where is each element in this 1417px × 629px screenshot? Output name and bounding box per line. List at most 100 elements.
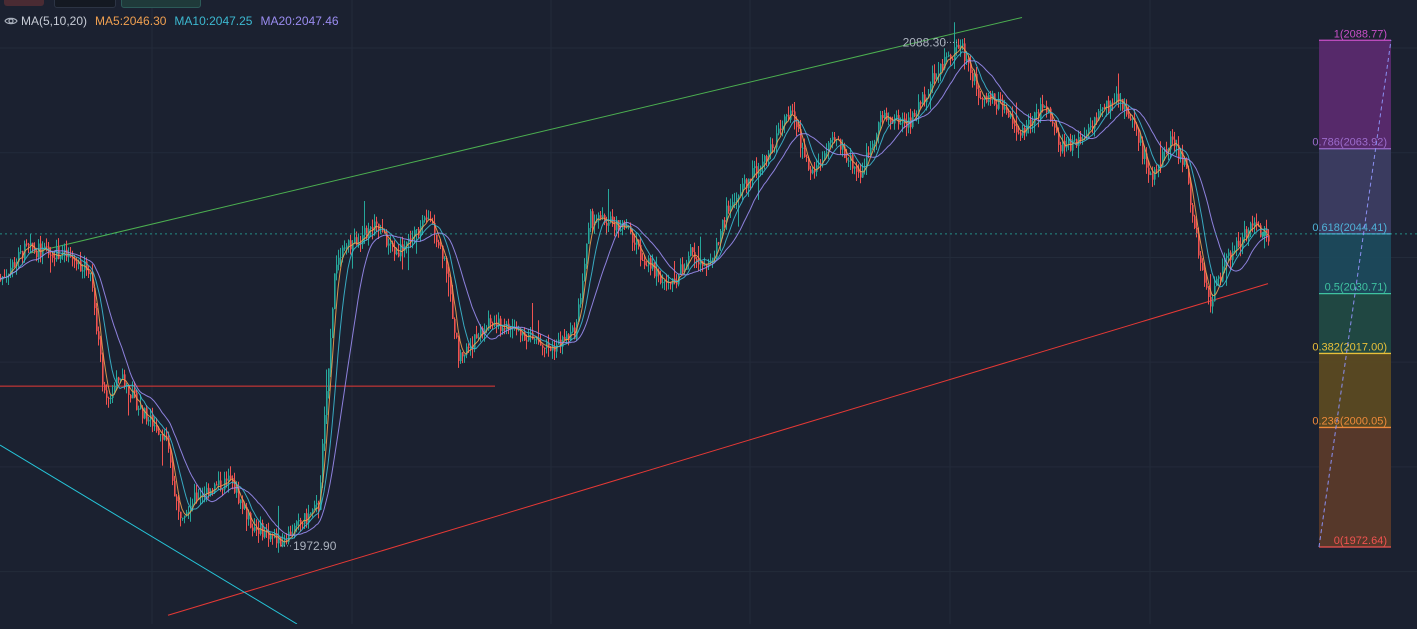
candle-body [1054, 123, 1056, 128]
candle-body [522, 332, 524, 336]
candle-body [250, 513, 252, 528]
candle-body [812, 170, 814, 174]
candle-body [342, 247, 344, 258]
candle-body [804, 147, 806, 157]
candle-body [354, 237, 356, 244]
channel-lower [167, 283, 1269, 616]
candle-body [374, 221, 376, 231]
candle-body [512, 328, 514, 330]
candle-body [22, 251, 24, 259]
candle-body [1190, 183, 1192, 205]
candle-body [962, 43, 964, 47]
fibonacci-retracement[interactable]: 1(2088.77) 0.786(2063.92) 0.618(2044.41) 0.… [1312, 28, 1392, 548]
candle-body [298, 520, 300, 522]
candle-body [86, 261, 88, 271]
candle-body [400, 244, 402, 257]
candle-body [892, 122, 894, 124]
candle-body [1236, 240, 1238, 251]
candle-body [762, 161, 764, 167]
candle-body [1252, 223, 1254, 226]
candle-body [376, 221, 378, 224]
candle-body [116, 377, 118, 386]
candle-body [280, 536, 282, 547]
candle-body [680, 264, 682, 275]
candle-body [228, 475, 230, 481]
candle-body [610, 216, 612, 223]
trend-drawings[interactable] [0, 16, 1269, 625]
fib-band-0.786 [1319, 148, 1391, 234]
candle-body [414, 229, 416, 237]
candle-body [758, 171, 760, 175]
candle-body [474, 334, 476, 350]
candle-body [178, 501, 180, 512]
candle-body [974, 73, 976, 82]
candle-body [1108, 100, 1110, 112]
candle-body [24, 243, 26, 259]
candle-body [300, 520, 302, 524]
ma-indicator-label[interactable]: MA(5,10,20) [21, 14, 88, 28]
candle-body [498, 318, 500, 326]
candle-body [312, 509, 314, 513]
candle-body [644, 260, 646, 266]
candle-body [210, 490, 212, 495]
candle-body [1250, 223, 1252, 231]
candle-body [74, 259, 76, 262]
candle-body [326, 391, 328, 416]
candle-body [980, 97, 982, 99]
candle-body [180, 511, 182, 519]
candle-body [132, 389, 134, 399]
candle-body [290, 531, 292, 536]
candle-body [562, 336, 564, 347]
candle-body [1058, 132, 1060, 145]
candle-body [386, 232, 388, 246]
candle-body [1226, 255, 1228, 258]
toolbar-tab-3[interactable] [121, 0, 201, 8]
candle-body [288, 531, 290, 543]
candle-body [656, 270, 658, 277]
candle-body [622, 222, 624, 229]
toolbar-tab-2[interactable] [54, 0, 116, 8]
candle-body [832, 137, 834, 141]
candle-body [1122, 99, 1124, 110]
candle-body [114, 385, 116, 394]
candle-body [218, 480, 220, 485]
candle-body [1204, 270, 1206, 283]
candle-body [1098, 111, 1100, 121]
candle-body [128, 384, 130, 395]
candle-body [352, 243, 354, 250]
toolbar-tab-1[interactable] [4, 0, 44, 6]
candle-body [904, 118, 906, 122]
candle-body [490, 318, 492, 324]
candle-body [1020, 132, 1022, 136]
fib-label-0.382: 0.382(2017.00) [1312, 341, 1387, 353]
candle-body [548, 342, 550, 348]
candle-body [0, 279, 2, 281]
candle-body [1158, 164, 1160, 171]
candle-body [66, 249, 68, 258]
candle-body [310, 512, 312, 514]
candle-body [348, 240, 350, 246]
candle-body [818, 162, 820, 166]
candle-body [754, 166, 756, 169]
candle-body [898, 115, 900, 125]
candle-body [120, 378, 122, 381]
eye-icon[interactable] [4, 14, 18, 28]
candle-body [452, 294, 454, 319]
candle-body [1018, 132, 1020, 134]
descending-trendline [0, 444, 298, 625]
last-price-dot [1261, 231, 1267, 237]
candle-body [504, 328, 506, 330]
candle-body [118, 377, 120, 381]
candle-body [454, 318, 456, 333]
candle-body [676, 281, 678, 285]
candle-body [466, 346, 468, 355]
candle-body [844, 146, 846, 158]
candle-body [870, 147, 872, 155]
candle-body [68, 254, 70, 258]
candle-body [340, 257, 342, 259]
swing-labels: 2088.30 1972.90 [281, 35, 958, 553]
candle-body [1160, 164, 1162, 166]
